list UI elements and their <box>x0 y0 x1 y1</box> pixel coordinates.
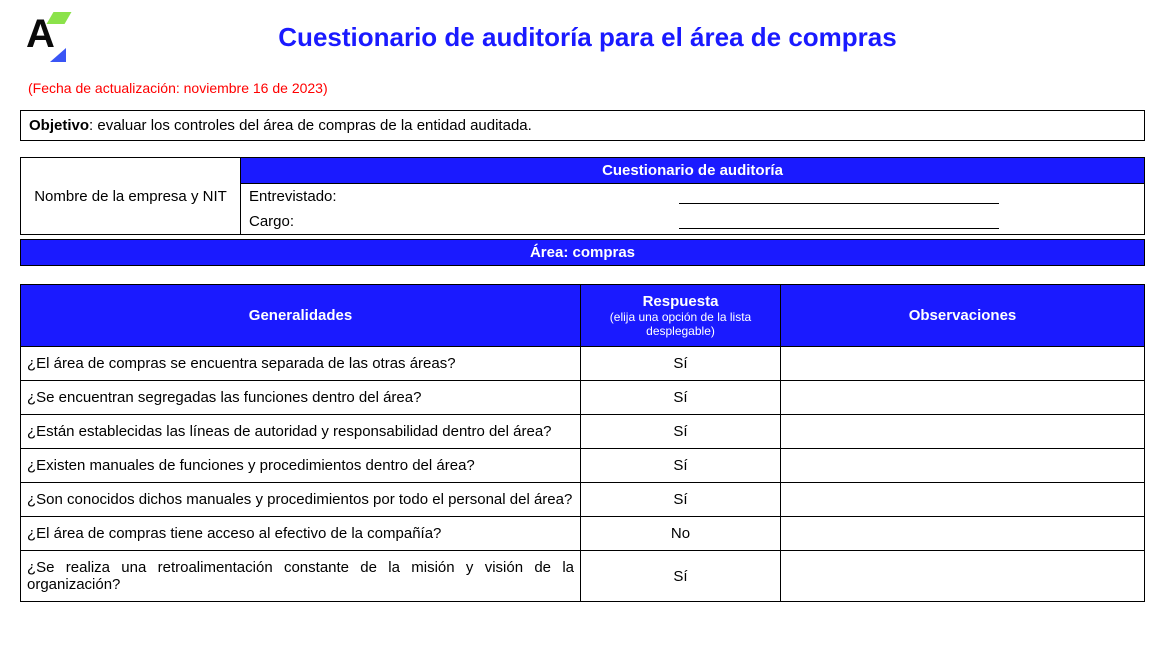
interview-cell: Entrevistado: Cargo: <box>241 184 1145 235</box>
response-header-sub: (elija una opción de la lista desplegabl… <box>587 310 774 338</box>
response-cell[interactable]: Sí <box>581 381 781 415</box>
header: A Cuestionario de auditoría para el área… <box>20 12 1145 62</box>
table-row: ¿Están establecidas las líneas de autori… <box>21 415 1145 449</box>
position-label: Cargo: <box>249 213 339 230</box>
observation-cell[interactable] <box>781 517 1145 551</box>
col-header-response: Respuesta (elija una opción de la lista … <box>581 285 781 347</box>
objective-box: Objetivo: evaluar los controles del área… <box>20 110 1145 141</box>
observation-cell[interactable] <box>781 551 1145 602</box>
logo-accent-blue <box>50 48 66 62</box>
table-row: ¿El área de compras se encuentra separad… <box>21 347 1145 381</box>
question-cell: ¿El área de compras se encuentra separad… <box>21 347 581 381</box>
response-cell[interactable]: No <box>581 517 781 551</box>
question-cell: ¿Se realiza una retroalimentación consta… <box>21 551 581 602</box>
col-header-observations: Observaciones <box>781 285 1145 347</box>
table-row: ¿Son conocidos dichos manuales y procedi… <box>21 483 1145 517</box>
objective-text: : evaluar los controles del área de comp… <box>89 117 532 134</box>
meta-table: Nombre de la empresa y NIT Cuestionario … <box>20 157 1145 235</box>
response-header-main: Respuesta <box>643 293 719 310</box>
questionnaire-header: Cuestionario de auditoría <box>241 158 1145 184</box>
company-cell: Nombre de la empresa y NIT <box>21 158 241 235</box>
questions-table: Generalidades Respuesta (elija una opció… <box>20 284 1145 602</box>
objective-label: Objetivo <box>29 117 89 134</box>
table-row: ¿Se realiza una retroalimentación consta… <box>21 551 1145 602</box>
observation-cell[interactable] <box>781 449 1145 483</box>
question-cell: ¿Están establecidas las líneas de autori… <box>21 415 581 449</box>
area-banner: Área: compras <box>20 239 1145 266</box>
response-cell[interactable]: Sí <box>581 415 781 449</box>
question-cell: ¿Se encuentran segregadas las funciones … <box>21 381 581 415</box>
col-header-generalities: Generalidades <box>21 285 581 347</box>
update-date: (Fecha de actualización: noviembre 16 de… <box>28 80 1145 96</box>
position-line[interactable] <box>679 215 999 229</box>
response-cell[interactable]: Sí <box>581 449 781 483</box>
logo: A <box>20 12 70 62</box>
question-cell: ¿Son conocidos dichos manuales y procedi… <box>21 483 581 517</box>
observation-cell[interactable] <box>781 483 1145 517</box>
interviewee-line[interactable] <box>679 190 999 204</box>
page-title: Cuestionario de auditoría para el área d… <box>90 22 1145 53</box>
table-row: ¿El área de compras tiene acceso al efec… <box>21 517 1145 551</box>
response-cell[interactable]: Sí <box>581 483 781 517</box>
table-row: ¿Existen manuales de funciones y procedi… <box>21 449 1145 483</box>
question-cell: ¿Existen manuales de funciones y procedi… <box>21 449 581 483</box>
response-cell[interactable]: Sí <box>581 347 781 381</box>
observation-cell[interactable] <box>781 415 1145 449</box>
observation-cell[interactable] <box>781 347 1145 381</box>
table-row: ¿Se encuentran segregadas las funciones … <box>21 381 1145 415</box>
response-cell[interactable]: Sí <box>581 551 781 602</box>
question-cell: ¿El área de compras tiene acceso al efec… <box>21 517 581 551</box>
interviewee-label: Entrevistado: <box>249 188 339 205</box>
observation-cell[interactable] <box>781 381 1145 415</box>
